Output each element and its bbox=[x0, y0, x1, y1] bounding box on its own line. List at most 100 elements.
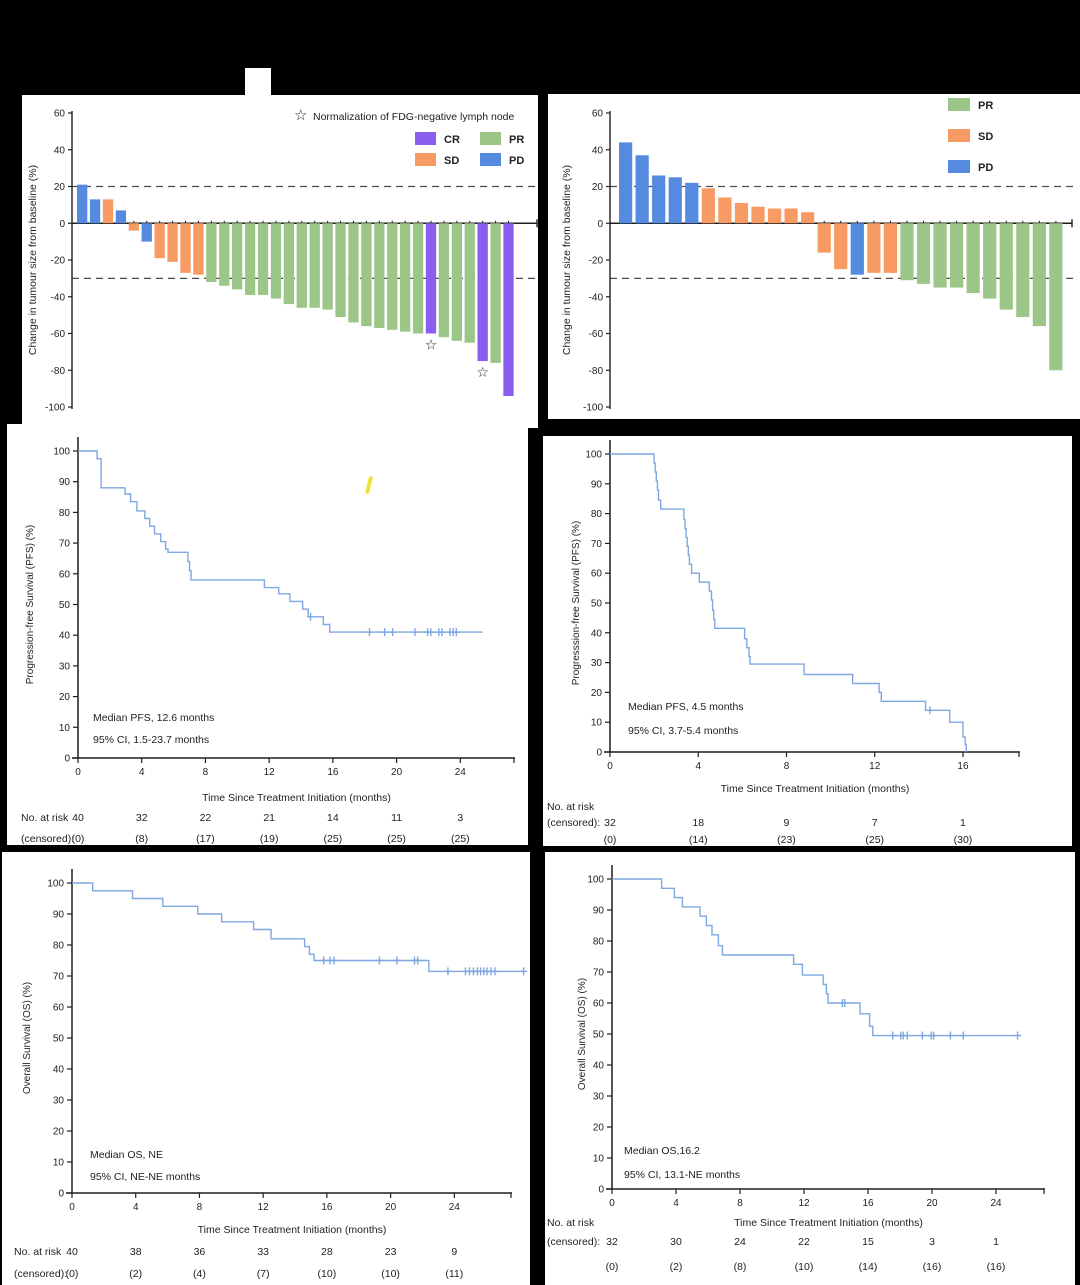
svg-text:12: 12 bbox=[869, 761, 881, 772]
svg-text:(10): (10) bbox=[795, 1261, 814, 1273]
svg-text:(25): (25) bbox=[451, 833, 470, 845]
bar-SD bbox=[867, 223, 881, 273]
svg-text:36: 36 bbox=[194, 1246, 206, 1258]
svg-text:Median OS,16.2: Median OS,16.2 bbox=[624, 1145, 700, 1157]
bar-PR bbox=[933, 223, 947, 288]
svg-text:(7): (7) bbox=[257, 1268, 270, 1280]
svg-text:(0): (0) bbox=[604, 834, 617, 846]
median-annotation: Median PFS, 4.5 months 95% CI, 3.7-5.4 mo… bbox=[628, 701, 744, 737]
bar-PR bbox=[270, 223, 282, 299]
svg-text:(0): (0) bbox=[72, 833, 85, 845]
bar-PR bbox=[283, 223, 295, 305]
bar-PR bbox=[900, 223, 914, 281]
svg-text:12: 12 bbox=[798, 1198, 810, 1209]
svg-text:(4): (4) bbox=[193, 1268, 206, 1280]
svg-text:20: 20 bbox=[54, 182, 66, 193]
panel-os-a: 0 10 20 30 40 50 60 70 80 90 100 0 4 8 12 16 20 24 Time Si… bbox=[2, 852, 530, 1285]
bar-SD bbox=[102, 199, 114, 224]
bar-SD bbox=[751, 206, 765, 224]
svg-text:24: 24 bbox=[734, 1236, 746, 1248]
svg-text:(10): (10) bbox=[318, 1268, 337, 1280]
svg-text:Time Since Treatment Initiatio: Time Since Treatment Initiation (months) bbox=[721, 783, 910, 795]
axes: 0 10 20 30 40 50 60 70 80 90 100 0 4 8 12 16 20 24 Time Si… bbox=[25, 437, 515, 804]
svg-text:24: 24 bbox=[990, 1198, 1002, 1209]
svg-text:90: 90 bbox=[53, 910, 65, 921]
censor-marks bbox=[307, 612, 460, 637]
svg-text:20: 20 bbox=[926, 1198, 938, 1209]
svg-text:28: 28 bbox=[321, 1246, 333, 1258]
svg-text:90: 90 bbox=[59, 477, 71, 488]
svg-text:30: 30 bbox=[670, 1236, 682, 1248]
svg-text:0: 0 bbox=[596, 748, 602, 759]
bar-PR bbox=[232, 223, 243, 290]
svg-text:(censored):: (censored): bbox=[547, 817, 600, 829]
bar-CR bbox=[503, 223, 514, 396]
panel-pfs-b: 0 10 20 30 40 50 60 70 80 90 100 0 4 8 12 16 Time Since … bbox=[543, 436, 1072, 846]
svg-text:0: 0 bbox=[64, 754, 70, 765]
svg-text:8: 8 bbox=[737, 1198, 743, 1209]
bar-PR bbox=[335, 223, 346, 317]
bar-PD bbox=[115, 210, 127, 224]
svg-text:60: 60 bbox=[54, 109, 66, 120]
legend-swatch-PD bbox=[480, 153, 501, 166]
median-annotation: Median OS, NE 95% CI, NE-NE months bbox=[90, 1149, 200, 1183]
svg-text:30: 30 bbox=[53, 1096, 65, 1107]
legend-swatch-CR bbox=[415, 132, 436, 145]
svg-text:(2): (2) bbox=[129, 1268, 142, 1280]
svg-text:(25): (25) bbox=[865, 834, 884, 846]
bar-PD bbox=[652, 175, 666, 224]
svg-text:18: 18 bbox=[692, 817, 704, 829]
bar-CR bbox=[425, 223, 437, 334]
svg-text:90: 90 bbox=[591, 479, 603, 490]
svg-text:23: 23 bbox=[385, 1246, 397, 1258]
svg-text:(14): (14) bbox=[859, 1261, 878, 1273]
svg-text:(8): (8) bbox=[135, 833, 148, 845]
svg-text:(23): (23) bbox=[777, 834, 796, 846]
svg-text:40: 40 bbox=[53, 1065, 65, 1076]
svg-text:30: 30 bbox=[59, 661, 71, 672]
svg-text:38: 38 bbox=[130, 1246, 142, 1258]
svg-text:40: 40 bbox=[59, 631, 71, 642]
waterfall-chart-b: 60 40 20 0 -20 -40 -60 -80 -100 Change in tumour … bbox=[561, 98, 1078, 414]
svg-text:95% CI, 1.5-23.7 months: 95% CI, 1.5-23.7 months bbox=[93, 734, 209, 746]
bar-SD bbox=[701, 188, 715, 224]
median-annotation: Median PFS, 12.6 months 95% CI, 1.5-23.7 … bbox=[93, 712, 214, 746]
svg-text:-100: -100 bbox=[45, 403, 65, 414]
svg-text:100: 100 bbox=[47, 879, 64, 890]
svg-text:-60: -60 bbox=[589, 329, 604, 340]
svg-text:50: 50 bbox=[53, 1034, 65, 1045]
legend-swatch-PR bbox=[480, 132, 501, 145]
bar-SD bbox=[883, 223, 897, 273]
panel-pfs-a: 0 10 20 30 40 50 60 70 80 90 100 0 4 8 12 16 20 24 Time Si… bbox=[7, 424, 528, 845]
svg-text:30: 30 bbox=[593, 1092, 605, 1103]
bar-PR bbox=[1049, 223, 1063, 371]
risk-table: No. at risk (censored): 32 30 24 22 15 3 1 (0) (2)… bbox=[547, 1217, 1005, 1273]
svg-text:7: 7 bbox=[872, 817, 878, 829]
svg-text:(11): (11) bbox=[445, 1268, 463, 1280]
bar-PR bbox=[999, 223, 1013, 310]
svg-text:-60: -60 bbox=[51, 329, 66, 340]
svg-text:60: 60 bbox=[591, 569, 603, 580]
svg-text:20: 20 bbox=[391, 767, 403, 778]
svg-text:(censored):: (censored): bbox=[547, 1236, 600, 1248]
svg-text:9: 9 bbox=[784, 817, 790, 829]
svg-text:(censored):: (censored): bbox=[14, 1268, 67, 1280]
bar-SD bbox=[834, 223, 848, 270]
svg-text:1: 1 bbox=[960, 817, 966, 829]
svg-text:Overall Survival (OS) (%): Overall Survival (OS) (%) bbox=[577, 978, 588, 1090]
svg-text:-80: -80 bbox=[589, 366, 604, 377]
svg-text:(14): (14) bbox=[689, 834, 708, 846]
svg-text:No. at risk: No. at risk bbox=[14, 1246, 62, 1258]
svg-text:60: 60 bbox=[53, 1003, 65, 1014]
svg-text:70: 70 bbox=[593, 968, 605, 979]
risk-table: No. at risk (censored): 32 18 9 7 1 (0) (14) (23)… bbox=[547, 801, 972, 846]
median-annotation: Median OS,16.2 95% CI, 13.1-NE months bbox=[624, 1145, 740, 1181]
svg-text:22: 22 bbox=[798, 1236, 810, 1248]
svg-text:40: 40 bbox=[72, 812, 84, 824]
bar-PR bbox=[322, 223, 333, 310]
svg-text:SD: SD bbox=[978, 131, 993, 143]
svg-text:Time Since Treatment Initiatio: Time Since Treatment Initiation (months) bbox=[198, 1224, 387, 1236]
bar-PR bbox=[244, 223, 256, 295]
bar-PR bbox=[966, 223, 980, 294]
bar-SD bbox=[167, 223, 178, 262]
